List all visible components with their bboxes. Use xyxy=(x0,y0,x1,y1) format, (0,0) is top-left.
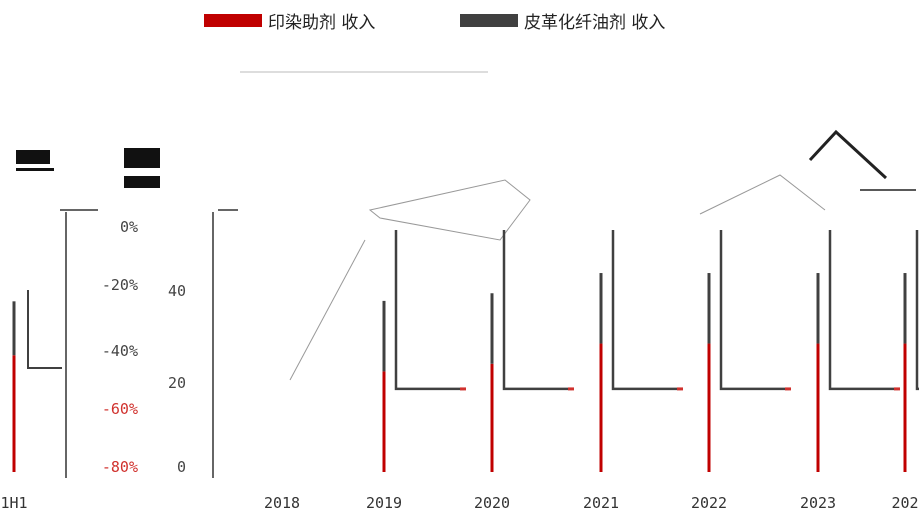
bar-bracket-tip-2022 xyxy=(785,387,791,391)
chart-axes xyxy=(27,209,238,478)
bar-bracket-2022 xyxy=(719,230,789,391)
x-tick-label: 2020 xyxy=(474,494,510,512)
bar-2022-leather xyxy=(707,273,711,344)
bar-bracket-tip-2020 xyxy=(568,387,574,391)
percent-tick-label: -20% xyxy=(102,276,138,294)
bar-1H1-dyeing xyxy=(12,355,16,472)
bar-1H1-leather xyxy=(12,301,16,356)
bar-bracket-202 xyxy=(915,230,919,391)
percent-tick-label: 0% xyxy=(120,218,138,236)
dark-block xyxy=(16,150,50,164)
bar-bracket-tip-2023 xyxy=(894,387,900,391)
bar-2021-leather xyxy=(599,273,603,344)
percent-tick-label: -80% xyxy=(102,458,138,476)
connector-shape xyxy=(699,174,826,215)
y-tick-label: 40 xyxy=(168,282,186,300)
x-tick-label: 1H1 xyxy=(0,494,27,512)
connector-shape xyxy=(368,179,531,241)
bar-bracket-2023 xyxy=(828,230,898,391)
chart-decorations xyxy=(16,71,916,381)
bar-bracket-tip-2021 xyxy=(677,387,683,391)
legend: 印染助剂 收入 皮革化纤油剂 收入 xyxy=(0,8,919,34)
legend-item-leather-oil: 皮革化纤油剂 收入 xyxy=(460,8,665,33)
bar-2022-dyeing xyxy=(707,343,711,472)
x-tick-label: 2023 xyxy=(800,494,836,512)
bar-202-leather xyxy=(903,273,907,344)
legend-label-dyeing-auxiliaries: 印染助剂 收入 xyxy=(268,13,376,33)
bar-bracket-2020 xyxy=(502,230,572,391)
dark-block xyxy=(124,176,160,188)
legend-label-leather-oil: 皮革化纤油剂 收入 xyxy=(524,13,666,33)
bar-202-dyeing xyxy=(903,343,907,472)
percent-tick-label: -40% xyxy=(102,342,138,360)
y-tick-label: 20 xyxy=(168,374,186,392)
x-tick-label: 2018 xyxy=(264,494,300,512)
x-tick-label: 2019 xyxy=(366,494,402,512)
bar-bracket-tip-2019 xyxy=(460,387,466,391)
dark-block xyxy=(124,148,160,168)
bar-2019-dyeing xyxy=(382,371,386,472)
percent-tick-label: -60% xyxy=(102,400,138,418)
y-tick-label: 0 xyxy=(177,458,186,476)
legend-swatch-gray xyxy=(460,14,518,27)
bar-2019-leather xyxy=(382,300,386,372)
x-tick-label: 202 xyxy=(891,494,918,512)
bar-bracket-2019 xyxy=(394,230,464,391)
legend-item-dyeing-auxiliaries: 印染助剂 收入 xyxy=(204,8,375,33)
bar-2023-leather xyxy=(816,273,820,344)
dark-underline xyxy=(16,168,54,171)
bar-2020-dyeing xyxy=(490,363,494,472)
left-bracket xyxy=(27,290,62,369)
bar-2021-dyeing xyxy=(599,343,603,472)
bar-2020-leather xyxy=(490,293,494,364)
bar-bracket-2021 xyxy=(611,230,681,391)
arrow-head xyxy=(808,129,888,180)
bar-2023-dyeing xyxy=(816,343,820,472)
x-tick-label: 2022 xyxy=(691,494,727,512)
chart-labels: 1H1 2018 2019 2020 2021 2022 2023 202 -80% -60% -4… xyxy=(0,218,918,512)
x-tick-label: 2021 xyxy=(583,494,619,512)
chart-bars xyxy=(12,230,919,472)
legend-swatch-red xyxy=(204,14,262,27)
connector-line xyxy=(289,239,366,381)
